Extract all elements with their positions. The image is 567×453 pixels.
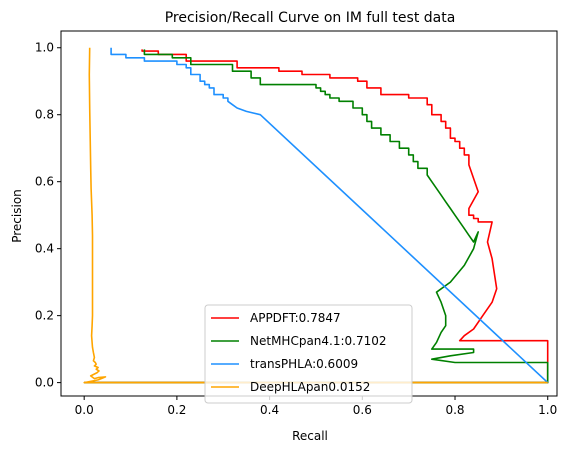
y-tick-label: 0.2 [35, 309, 54, 323]
legend: APPDFT:0.7847 NetMHCpan4.1:0.7102 transPHL… [204, 304, 413, 404]
series-line-3 [110, 47, 549, 384]
axes: 0.0 0.2 0.4 0.6 0.8 1.0 0.0 0.2 0.4 0.6 0.8 1.0 [35, 30, 558, 417]
x-tick-label: 0.8 [445, 403, 464, 417]
legend-label: DeepHLApan0.0152 [250, 380, 370, 394]
y-tick-label: 0.6 [35, 175, 54, 189]
series-line-1 [84, 49, 549, 384]
x-tick-label: 0.0 [75, 403, 94, 417]
series-line-4 [83, 47, 548, 384]
legend-label: transPHLA:0.6009 [250, 357, 358, 371]
series-line-2 [84, 49, 549, 384]
x-tick-label: 0.6 [353, 403, 372, 417]
y-axis-label: Precision [10, 189, 24, 243]
legend-label: NetMHCpan4.1:0.7102 [250, 334, 387, 348]
y-tick-label: 1.0 [35, 41, 54, 55]
y-tick-label: 0.0 [35, 376, 54, 390]
legend-label: APPDFT:0.7847 [250, 311, 341, 325]
x-tick-label: 0.4 [260, 403, 279, 417]
chart-title: Precision/Recall Curve on IM full test d… [165, 10, 456, 26]
y-tick-label: 0.8 [35, 108, 54, 122]
x-axis-label: Recall [292, 429, 328, 443]
legend-box [204, 304, 413, 404]
x-tick-label: 1.0 [538, 403, 557, 417]
x-tick-label: 0.2 [167, 403, 186, 417]
series-group [83, 47, 549, 384]
y-tick-label: 0.4 [35, 242, 54, 256]
